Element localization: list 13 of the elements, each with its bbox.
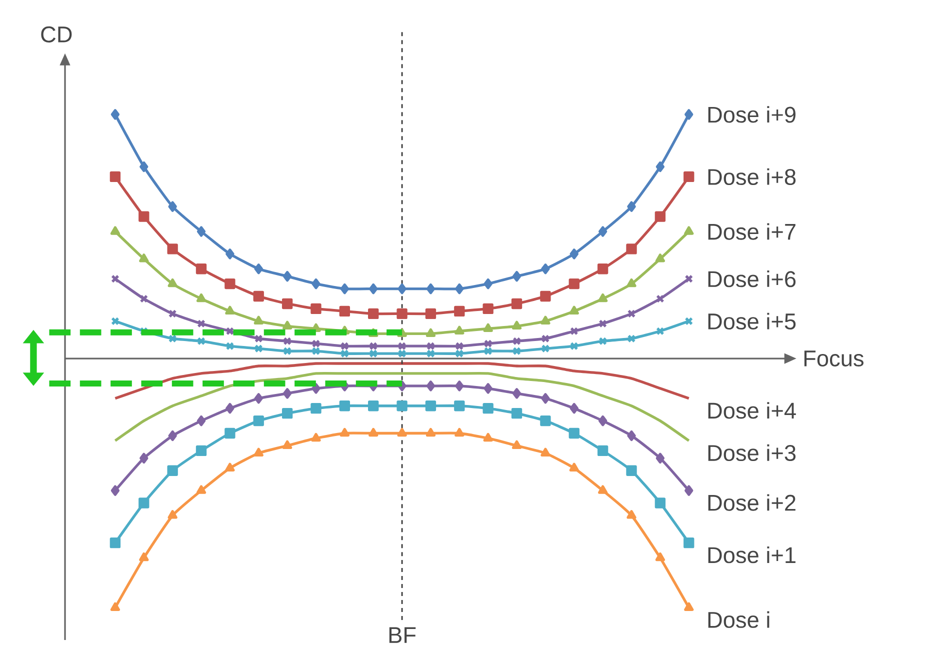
- series-label: Dose i+1: [708, 546, 796, 564]
- series-label: Dose i+3: [708, 444, 796, 462]
- series-label: Dose i+6: [708, 270, 796, 288]
- text: BF: [389, 627, 416, 643]
- series-label: Dose i+8: [708, 168, 796, 186]
- series-label: Dose i+7: [708, 223, 796, 240]
- series-label: Dose i+5: [708, 312, 796, 330]
- x-axis-title: Focus: [804, 350, 864, 366]
- series-label: Dose i+2: [708, 494, 796, 511]
- series-label: Dose i+9: [708, 106, 796, 123]
- series-label: Dose i: [708, 611, 770, 628]
- y-axis-title: CD: [41, 26, 72, 42]
- series-label: Dose i+4: [708, 402, 796, 419]
